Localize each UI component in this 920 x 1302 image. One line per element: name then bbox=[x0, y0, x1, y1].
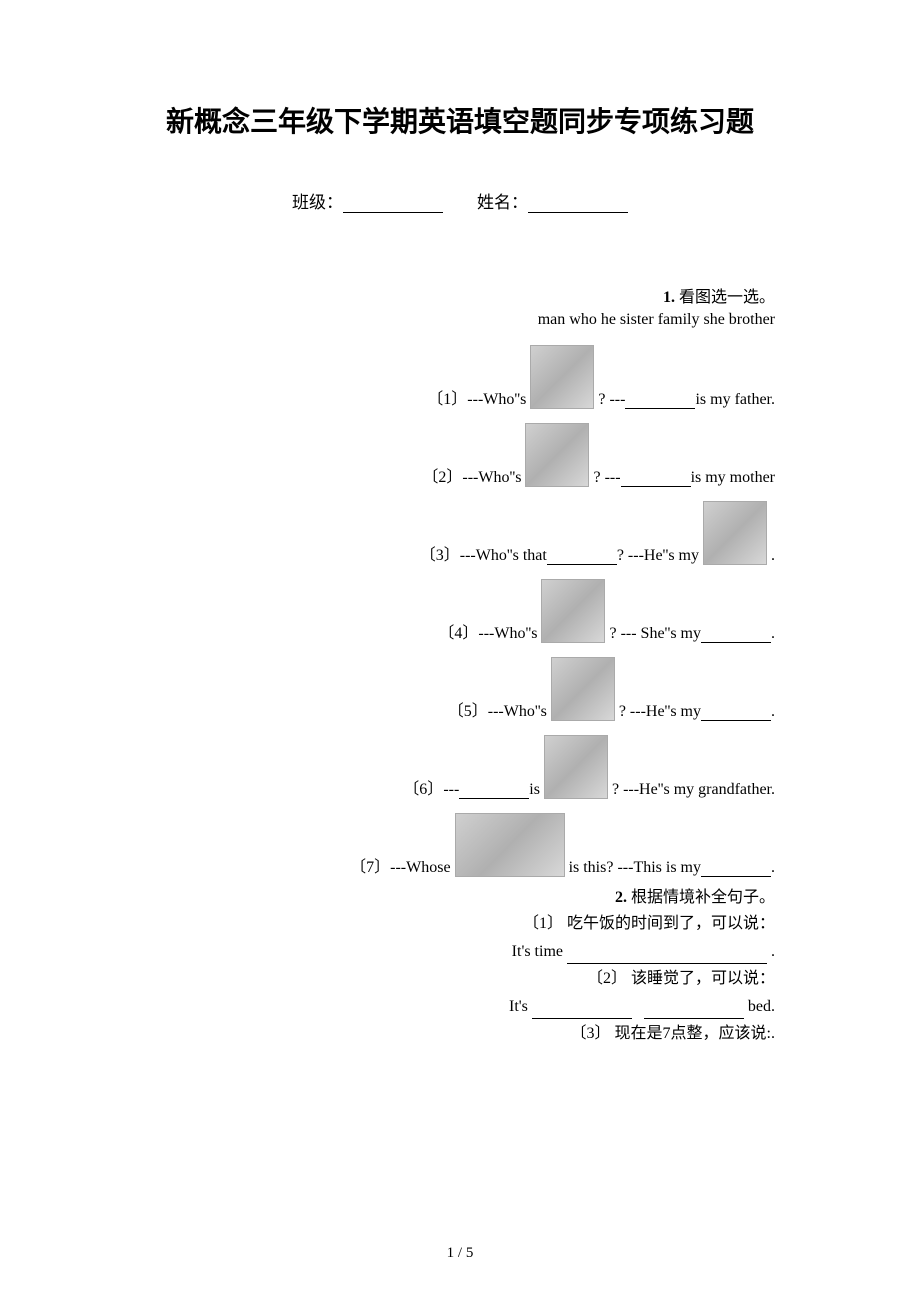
question-3: 〔3〕 ---Who''s that ? ---He''s my . bbox=[145, 493, 775, 565]
q6-blank[interactable] bbox=[459, 783, 529, 799]
q7-before: ---Whose bbox=[390, 859, 450, 877]
s2-q1-eng-before: It's time bbox=[512, 943, 567, 960]
q7-num: 〔7〕 bbox=[350, 853, 390, 877]
s2-q2-blank-1[interactable] bbox=[532, 1003, 632, 1019]
q6-num: 〔6〕 bbox=[403, 775, 443, 799]
q4-before: ---Who''s bbox=[478, 625, 537, 643]
q5-before: ---Who''s bbox=[488, 703, 547, 721]
q2-num: 〔2〕 bbox=[422, 463, 462, 487]
q1-num: 〔1〕 bbox=[427, 385, 467, 409]
s2-q2-chinese: 该睡觉了，可以说： bbox=[631, 970, 775, 987]
q4-after: ? --- She''s my bbox=[609, 625, 701, 643]
q2-end: is my mother bbox=[691, 469, 775, 487]
name-blank[interactable] bbox=[528, 195, 628, 213]
q4-num: 〔4〕 bbox=[438, 619, 478, 643]
q5-num: 〔5〕 bbox=[448, 697, 488, 721]
q4-blank[interactable] bbox=[701, 627, 771, 643]
q4-end: . bbox=[771, 625, 775, 643]
student-info-row: 班级： 姓名： bbox=[145, 188, 775, 213]
s2-question-3-chinese: 〔3〕 现在是7点整，应该说:. bbox=[145, 1021, 775, 1047]
s2-q3-num: 〔3〕 bbox=[571, 1025, 611, 1042]
q5-after: ? ---He''s my bbox=[619, 703, 701, 721]
s2-question-1-english: It's time . bbox=[145, 939, 775, 965]
q3-before: ---Who''s that bbox=[460, 547, 547, 565]
q2-after: ? --- bbox=[593, 469, 620, 487]
q6-mid: is bbox=[529, 781, 540, 799]
q3-image bbox=[703, 501, 767, 565]
s2-q3-chinese: 现在是7点整，应该说:. bbox=[615, 1025, 775, 1042]
word-bank: man who he sister family she brother bbox=[145, 311, 775, 329]
question-5: 〔5〕 ---Who''s ? ---He''s my . bbox=[145, 649, 775, 721]
q3-blank[interactable] bbox=[547, 549, 617, 565]
question-6: 〔6〕 --- is ? ---He''s my grandfather. bbox=[145, 727, 775, 799]
s2-q1-eng-after: . bbox=[771, 943, 775, 960]
q3-mid: ? ---He''s my bbox=[617, 547, 699, 565]
section-1-header: 1. 看图选一选。 bbox=[145, 283, 775, 307]
s2-q1-chinese: 吃午饭的时间到了，可以说： bbox=[567, 915, 775, 932]
page-number: 1 / 5 bbox=[0, 1245, 920, 1262]
s2-question-2-english: It's bed. bbox=[145, 994, 775, 1020]
section-2-header: 2. 根据情境补全句子。 bbox=[145, 883, 775, 907]
q5-blank[interactable] bbox=[701, 705, 771, 721]
q1-blank[interactable] bbox=[625, 393, 695, 409]
grandfather-image bbox=[544, 735, 608, 799]
q3-end: . bbox=[771, 547, 775, 565]
sister-image bbox=[541, 579, 605, 643]
name-label: 姓名： bbox=[477, 193, 528, 212]
q6-after: ? ---He''s my grandfather. bbox=[612, 781, 775, 799]
q1-after: ? --- bbox=[598, 391, 625, 409]
class-label: 班级： bbox=[292, 193, 343, 212]
brother-image bbox=[551, 657, 615, 721]
section-1-number: 1. bbox=[663, 289, 675, 306]
class-blank[interactable] bbox=[343, 195, 443, 213]
q1-end: is my father. bbox=[695, 391, 775, 409]
s2-question-2-chinese: 〔2〕 该睡觉了，可以说： bbox=[145, 966, 775, 992]
q3-num: 〔3〕 bbox=[420, 541, 460, 565]
mother-image bbox=[525, 423, 589, 487]
father-image bbox=[530, 345, 594, 409]
q5-end: . bbox=[771, 703, 775, 721]
q7-after: is this? ---This is my bbox=[569, 859, 701, 877]
s2-q2-num: 〔2〕 bbox=[587, 970, 627, 987]
s2-q1-blank[interactable] bbox=[567, 948, 767, 964]
q2-blank[interactable] bbox=[621, 471, 691, 487]
s2-q1-num: 〔1〕 bbox=[523, 915, 563, 932]
s2-q2-eng-before: It's bbox=[509, 998, 532, 1015]
page-title: 新概念三年级下学期英语填空题同步专项练习题 bbox=[145, 100, 775, 140]
q2-before: ---Who''s bbox=[462, 469, 521, 487]
section-2-heading: 根据情境补全句子。 bbox=[631, 889, 775, 906]
s2-q2-eng-after: bed. bbox=[748, 998, 775, 1015]
q6-before: --- bbox=[443, 781, 459, 799]
q7-blank[interactable] bbox=[701, 861, 771, 877]
question-7: 〔7〕 ---Whose is this? ---This is my . bbox=[145, 805, 775, 877]
s2-q2-blank-2[interactable] bbox=[644, 1003, 744, 1019]
q7-end: . bbox=[771, 859, 775, 877]
s2-question-1-chinese: 〔1〕 吃午饭的时间到了，可以说： bbox=[145, 911, 775, 937]
question-2: 〔2〕 ---Who''s ? --- is my mother bbox=[145, 415, 775, 487]
section-1-heading: 看图选一选。 bbox=[679, 289, 775, 306]
question-1: 〔1〕 ---Who''s ? --- is my father. bbox=[145, 337, 775, 409]
section-2-number: 2. bbox=[615, 889, 627, 906]
family-image bbox=[455, 813, 565, 877]
q1-before: ---Who''s bbox=[467, 391, 526, 409]
question-4: 〔4〕 ---Who''s ? --- She''s my . bbox=[145, 571, 775, 643]
